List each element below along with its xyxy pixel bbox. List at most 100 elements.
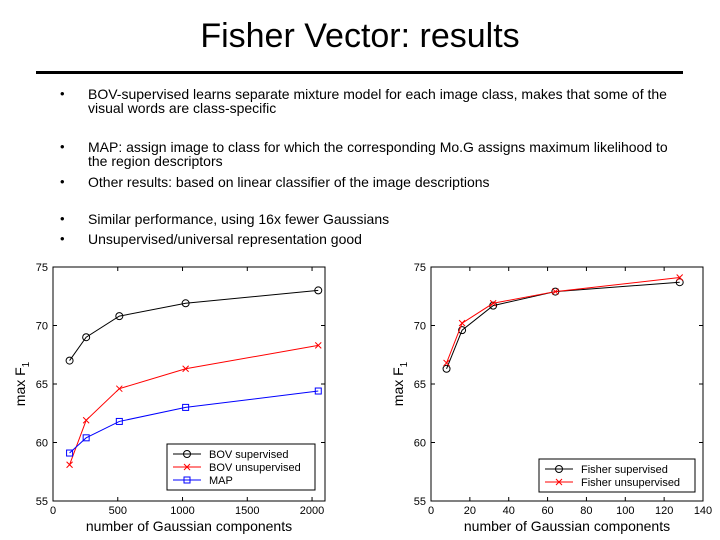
x-tick-label: 500 xyxy=(109,505,127,517)
y-tick-label: 65 xyxy=(414,379,426,391)
bullet-text: Similar performance, using 16x fewer Gau… xyxy=(88,211,390,227)
data-point xyxy=(66,449,74,457)
series-line xyxy=(69,289,319,361)
bullet-text: BOV-supervised learns separate mixture m… xyxy=(88,86,667,116)
data-point-stroke-b xyxy=(115,385,123,393)
data-point-stroke-b xyxy=(314,342,322,349)
bov-results-plot: 0 500 1000 1500 2000 55 60 65 70 75 number of Gaus… xyxy=(12,262,326,534)
bullet-marker: • xyxy=(60,174,65,189)
y-tick-label: 70 xyxy=(414,321,426,333)
data-point xyxy=(314,286,323,295)
data-point xyxy=(489,299,497,307)
bullet-marker: • xyxy=(60,231,65,246)
y-tick-label: 55 xyxy=(414,496,426,508)
legend-marker xyxy=(183,450,191,458)
data-point xyxy=(182,403,190,411)
data-point xyxy=(82,333,91,342)
x-tick-label: 60 xyxy=(541,505,553,517)
data-point xyxy=(65,356,74,365)
data-point xyxy=(458,326,467,335)
y-axis-label: max F1 xyxy=(390,361,410,406)
x-tick-label: 140 xyxy=(694,505,712,517)
legend-marker-shape xyxy=(183,450,191,458)
data-point xyxy=(115,385,123,393)
y-tick-label: 70 xyxy=(36,321,48,333)
legend-marker-shape xyxy=(183,476,191,484)
y-axis-label-main: max F xyxy=(390,367,406,406)
data-point xyxy=(442,364,451,373)
data-point xyxy=(676,274,684,281)
data-point xyxy=(551,288,559,295)
y-tick-label: 60 xyxy=(36,438,48,450)
y-tick-label: 55 xyxy=(36,496,48,508)
data-point-shape xyxy=(458,326,467,335)
data-point-shape xyxy=(675,278,684,287)
bullet-list: • BOV-supervised learns separate mixture… xyxy=(0,0,720,260)
y-axis-label-subscript: 1 xyxy=(21,361,32,367)
data-point xyxy=(458,319,466,327)
legend-marker xyxy=(555,478,563,486)
x-tick-label: 1000 xyxy=(170,505,194,517)
legend-box xyxy=(538,458,696,493)
series-line xyxy=(69,390,319,454)
slide-title: Fisher Vector: results xyxy=(200,17,520,55)
series-line xyxy=(446,281,680,369)
bullet-marker: • xyxy=(60,86,65,101)
bullet-marker: • xyxy=(60,139,65,154)
fisher-results-plot: 0 20 40 60 80 100 120 140 55 60 65 70 75 number of Ga… xyxy=(390,262,712,534)
y-tick-label: 60 xyxy=(414,438,426,450)
data-point-shape xyxy=(115,417,123,425)
data-point-stroke-b xyxy=(66,461,73,469)
y-axis-label-subscript: 1 xyxy=(399,361,410,367)
data-point-stroke-b xyxy=(82,416,90,424)
data-point xyxy=(182,365,189,373)
data-point xyxy=(181,299,190,308)
data-point-shape xyxy=(66,449,74,457)
y-tick-label: 75 xyxy=(414,262,426,274)
legend-marker-stroke-b xyxy=(183,463,191,471)
data-point-shape xyxy=(314,387,322,395)
fisher-results-chart: 0 20 40 60 80 100 120 140 55 60 65 70 75 number of Ga… xyxy=(380,256,718,540)
x-axis-label: number of Gaussian components xyxy=(464,518,670,534)
data-point xyxy=(115,417,123,425)
legend-entry: BOV supervised xyxy=(209,449,288,461)
data-point-shape xyxy=(82,434,90,442)
x-tick-label: 80 xyxy=(580,505,592,517)
data-point xyxy=(115,312,124,321)
data-point-shape xyxy=(82,333,91,342)
x-tick-label: 2000 xyxy=(300,505,324,517)
legend-entry: MAP xyxy=(209,475,233,487)
data-point-stroke-b xyxy=(443,359,450,367)
x-tick-label: 100 xyxy=(616,505,634,517)
data-point-stroke-b xyxy=(676,274,684,281)
data-point xyxy=(443,359,450,367)
x-tick-label: 20 xyxy=(464,505,476,517)
data-point-shape xyxy=(182,403,190,411)
data-point-shape xyxy=(181,299,190,308)
title-divider xyxy=(36,71,683,74)
y-tick-label: 75 xyxy=(36,262,48,274)
y-axis-label-main: max F xyxy=(12,367,28,406)
data-point xyxy=(314,387,322,395)
data-point xyxy=(314,342,322,349)
x-tick-label: 0 xyxy=(428,505,434,517)
legend-entry: BOV unsupervised xyxy=(209,462,301,474)
x-tick-label: 0 xyxy=(50,505,56,517)
bullet-text: Unsupervised/universal representation go… xyxy=(88,231,362,247)
legend-marker-stroke-b xyxy=(555,478,563,486)
legend-marker xyxy=(555,465,563,473)
legend-marker xyxy=(183,463,191,471)
x-axis-label: number of Gaussian components xyxy=(86,518,292,534)
data-point xyxy=(82,434,90,442)
data-point-stroke-b xyxy=(551,288,559,295)
data-point-shape xyxy=(314,286,323,295)
x-tick-label: 1500 xyxy=(235,505,259,517)
x-tick-label: 120 xyxy=(655,505,673,517)
data-point-shape xyxy=(442,364,451,373)
bullet-text: Other results: based on linear classifie… xyxy=(88,174,490,190)
data-point xyxy=(66,461,73,469)
data-point xyxy=(82,416,90,424)
y-tick-label: 65 xyxy=(36,379,48,391)
x-tick-label: 40 xyxy=(503,505,515,517)
bov-results-chart: 0 500 1000 1500 2000 55 60 65 70 75 number of Gaus… xyxy=(0,256,340,540)
